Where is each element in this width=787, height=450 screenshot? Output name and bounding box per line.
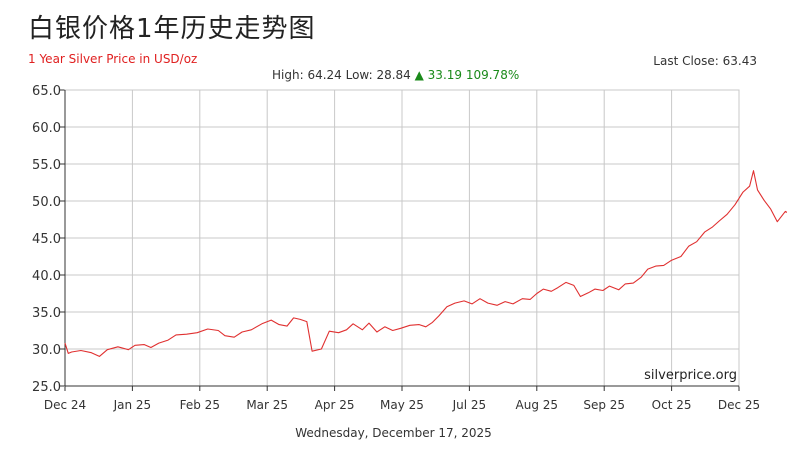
last-close-value: Last Close: 63.43 [653,54,757,68]
y-tick-label: 60.0 [32,121,61,136]
watermark-text: silverprice.org [644,368,737,383]
change-text: ▲ 33.19 109.78% [414,68,520,82]
price-stats: High: 64.24 Low: 28.84 ▲ 33.19 109.78% [272,68,519,82]
x-tick-label: May 25 [380,398,424,412]
silver-price-line [64,170,787,357]
high-low-text: High: 64.24 Low: 28.84 [272,68,411,82]
y-tick-label: 30.0 [32,343,61,358]
y-tick-label: 55.0 [32,158,61,173]
x-tick-label: Feb 25 [180,398,220,412]
x-tick-label: Sep 25 [583,398,625,412]
y-tick-label: 50.0 [32,195,61,210]
y-tick-label: 45.0 [32,232,61,247]
x-tick-label: Jan 25 [113,398,152,412]
x-tick-label: Mar 25 [246,398,288,412]
chart-date: Wednesday, December 17, 2025 [295,426,492,440]
x-tick-label: Dec 24 [44,398,86,412]
x-tick-label: Jul 25 [452,398,487,412]
x-tick-label: Dec 25 [718,398,760,412]
y-tick-label: 65.0 [32,84,61,99]
y-tick-label: 25.0 [32,380,61,395]
y-tick-label: 40.0 [32,269,61,284]
x-tick-label: Aug 25 [516,398,559,412]
chart-subtitle: 1 Year Silver Price in USD/oz [28,52,198,66]
page-title: 白银价格1年历史走势图 [28,14,316,44]
x-tick-label: Oct 25 [652,398,692,412]
y-tick-label: 35.0 [32,306,61,321]
x-tick-label: Apr 25 [315,398,355,412]
